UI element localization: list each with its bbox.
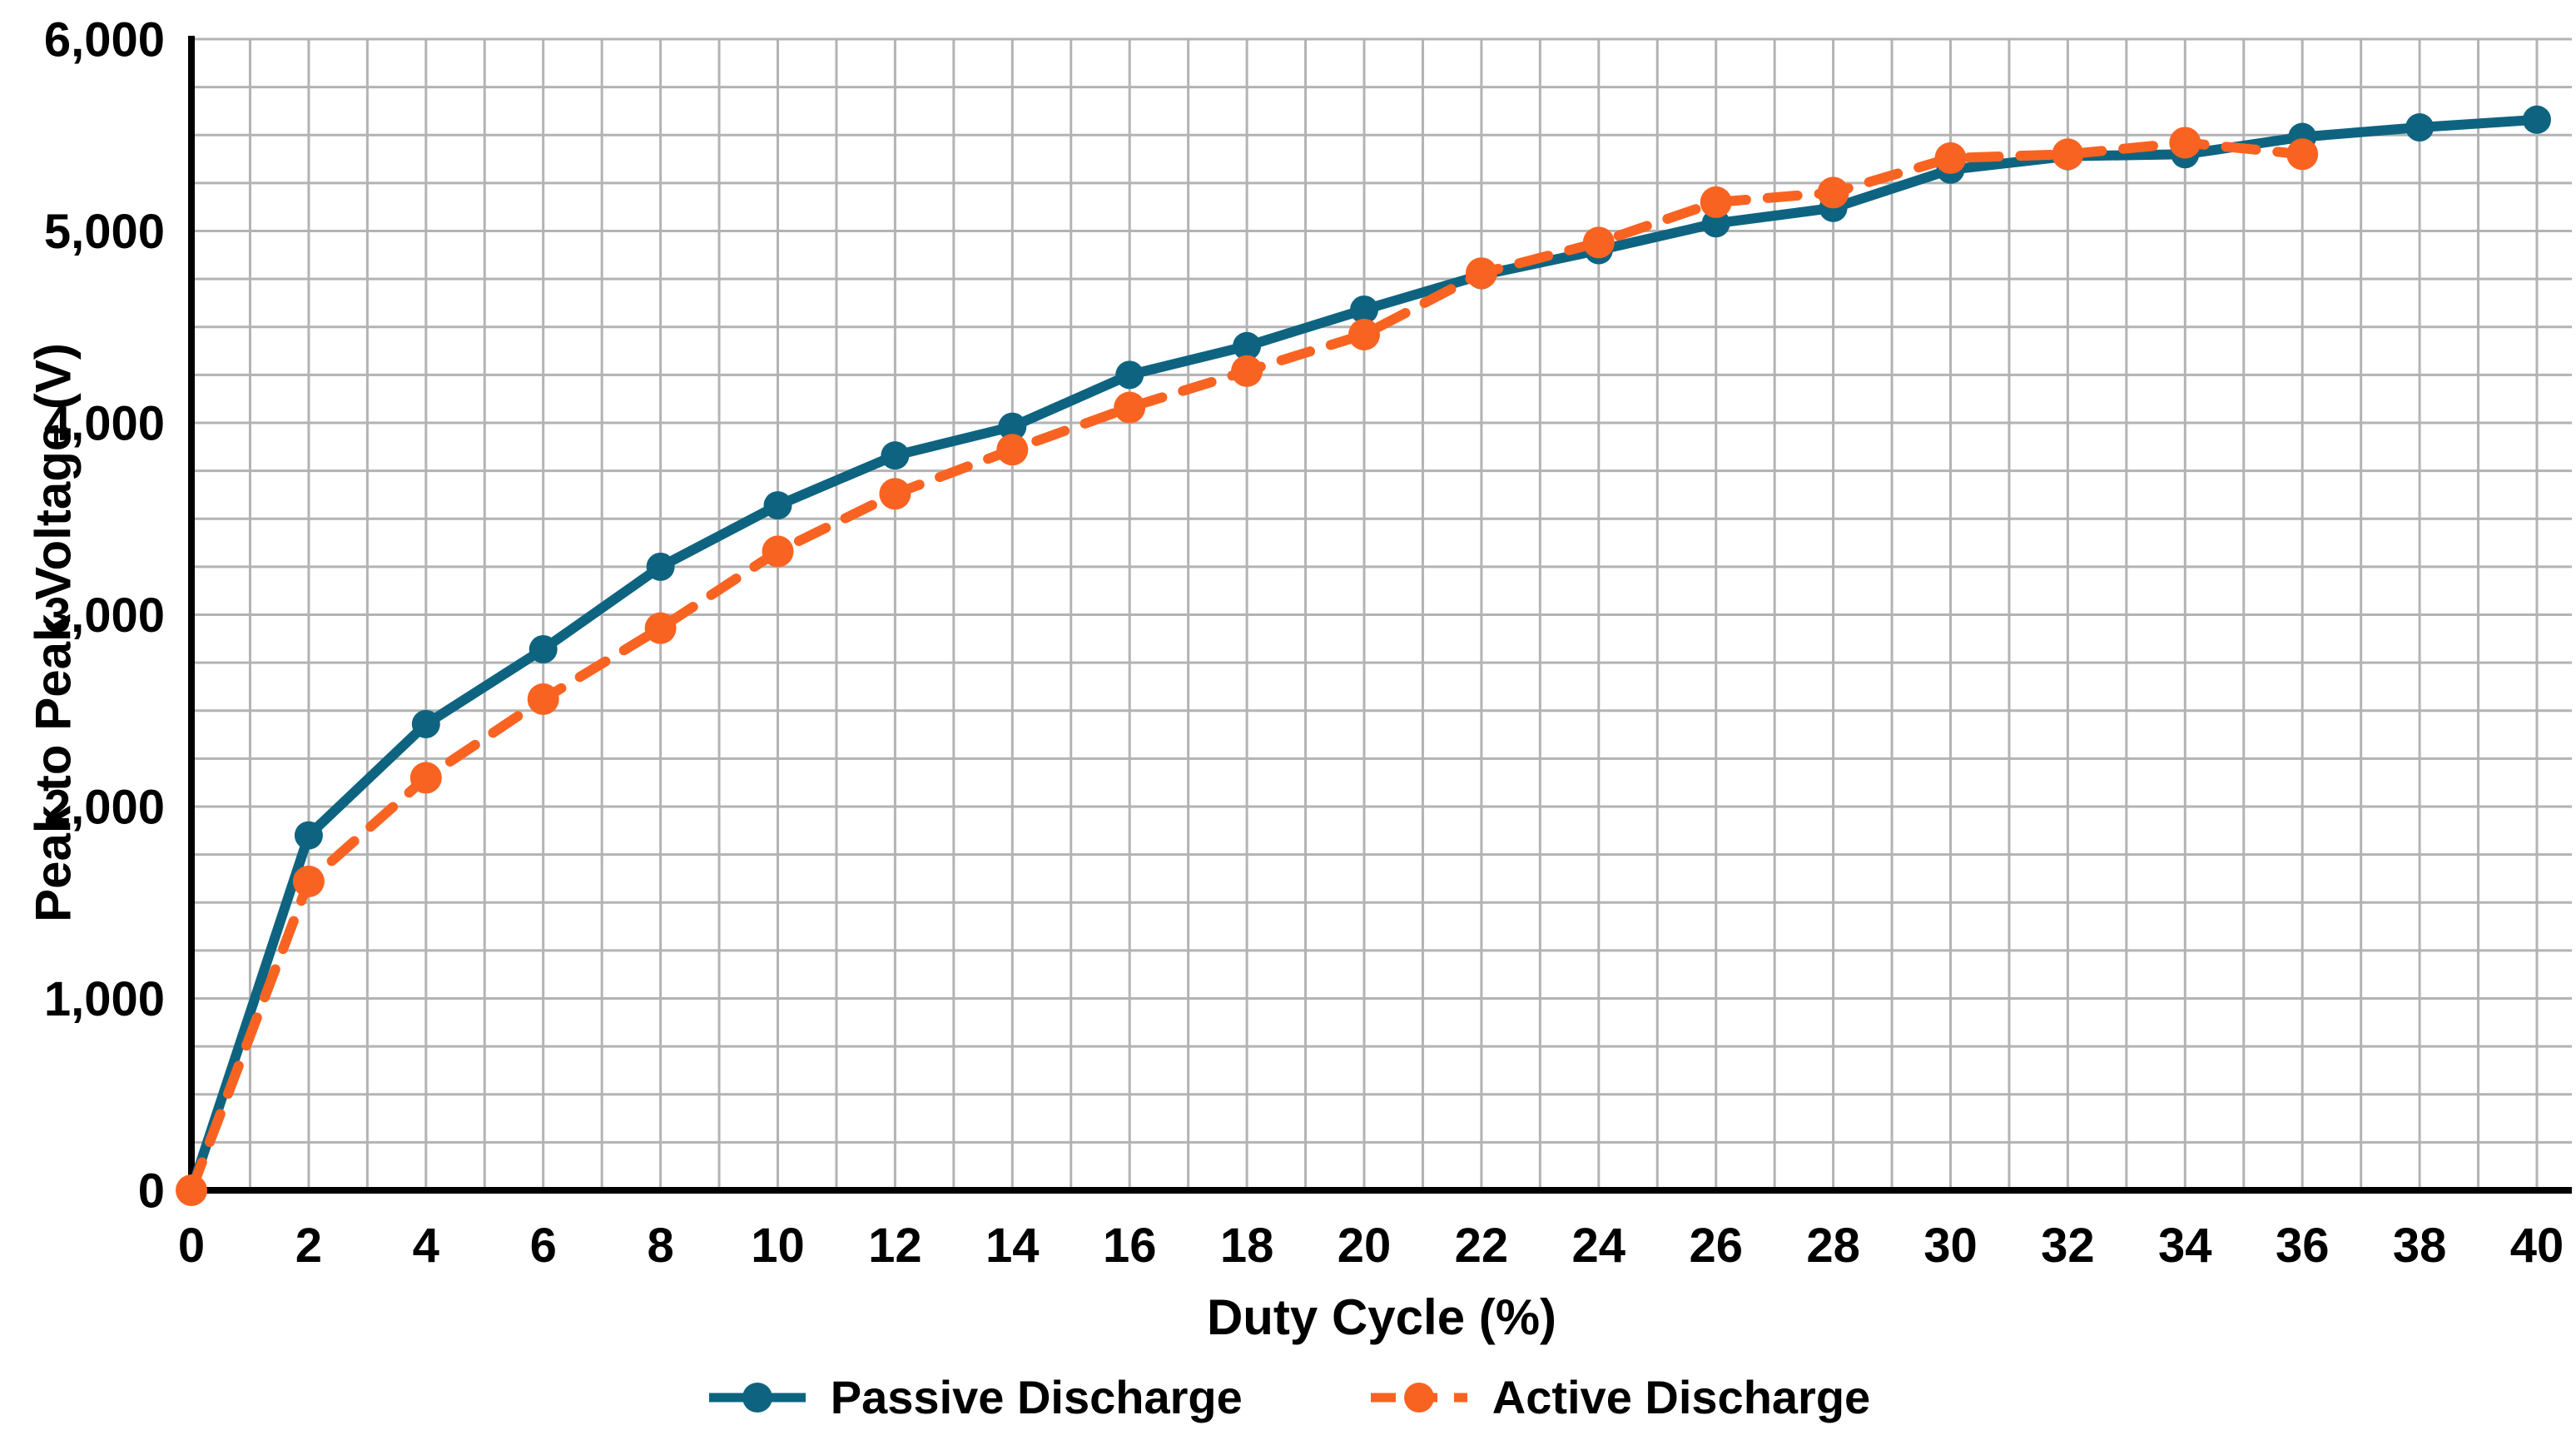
x-tick-label: 8 xyxy=(647,1219,673,1273)
active-discharge-data-point xyxy=(1582,226,1615,259)
active-discharge-data-point xyxy=(2169,127,2201,159)
passive-discharge-swatch-icon xyxy=(708,1382,806,1413)
x-tick-label: 10 xyxy=(751,1219,805,1273)
passive-discharge-data-point xyxy=(1350,295,1378,325)
passive-discharge-data-point xyxy=(294,821,323,850)
y-tick-label: 6,000 xyxy=(44,12,165,67)
y-tick-label: 5,000 xyxy=(44,205,165,259)
y-axis-title: Peak to Peak Voltage (V) xyxy=(25,343,82,922)
x-tick-label: 18 xyxy=(1220,1219,1274,1273)
active-discharge-data-point xyxy=(996,434,1029,466)
x-tick-label: 14 xyxy=(985,1219,1040,1273)
x-tick-label: 22 xyxy=(1455,1219,1509,1273)
passive-discharge-data-point xyxy=(2523,105,2551,134)
passive-discharge-data-point xyxy=(529,634,558,663)
y-tick-label: 1,000 xyxy=(44,972,165,1026)
y-tick-label: 2,000 xyxy=(44,780,165,834)
active-discharge-data-point xyxy=(1348,318,1380,350)
x-tick-label: 40 xyxy=(2510,1219,2564,1273)
x-tick-label: 34 xyxy=(2158,1219,2212,1273)
active-discharge-data-point xyxy=(879,478,911,510)
active-discharge-data-point xyxy=(2052,138,2084,171)
x-tick-label: 12 xyxy=(868,1219,922,1273)
passive-discharge-data-point xyxy=(763,491,792,520)
active-discharge-data-point xyxy=(292,865,325,897)
x-tick-label: 16 xyxy=(1103,1219,1157,1273)
y-tick-label: 3,000 xyxy=(44,588,165,643)
passive-discharge-data-point xyxy=(646,552,675,581)
x-tick-label: 6 xyxy=(530,1219,557,1273)
active-discharge-data-point xyxy=(1817,176,1849,209)
y-tick-label: 0 xyxy=(138,1164,165,1218)
x-tick-label: 28 xyxy=(1806,1219,1860,1273)
passive-discharge-data-point xyxy=(1233,331,1262,360)
active-discharge-data-point xyxy=(2286,138,2319,171)
chart-legend: Passive Discharge Active Discharge xyxy=(0,1370,2576,1424)
passive-discharge-data-point xyxy=(1115,360,1144,390)
active-discharge-data-point xyxy=(1114,391,1146,424)
x-tick-label: 2 xyxy=(295,1219,322,1273)
active-discharge-data-point xyxy=(1934,142,1967,174)
active-discharge-data-point xyxy=(1465,257,1497,290)
x-tick-label: 24 xyxy=(1572,1219,1626,1273)
active-discharge-data-point xyxy=(176,1174,207,1206)
x-tick-label: 32 xyxy=(2041,1219,2095,1273)
active-discharge-data-point xyxy=(762,535,794,568)
legend-item-active-discharge: Active Discharge xyxy=(1367,1370,1870,1424)
passive-discharge-data-point xyxy=(2405,113,2435,142)
legend-item-passive-discharge: Passive Discharge xyxy=(706,1370,1243,1424)
active-discharge-data-point xyxy=(527,683,559,715)
y-tick-label: 4,000 xyxy=(44,396,165,450)
x-tick-label: 0 xyxy=(178,1219,205,1273)
passive-discharge-data-point xyxy=(998,412,1027,441)
active-discharge-data-point xyxy=(409,762,442,794)
x-tick-label: 36 xyxy=(2276,1219,2330,1273)
passive-discharge-data-point xyxy=(411,709,440,738)
passive-discharge-data-point xyxy=(881,441,910,470)
active-discharge-data-point xyxy=(1231,355,1263,387)
x-tick-label: 20 xyxy=(1338,1219,1392,1273)
legend-label-active-discharge: Active Discharge xyxy=(1491,1371,1871,1423)
x-tick-label: 30 xyxy=(1923,1219,1978,1273)
x-tick-label: 26 xyxy=(1689,1219,1743,1273)
x-axis-title: Duty Cycle (%) xyxy=(1206,1289,1557,1345)
active-discharge-data-point xyxy=(1700,186,1732,218)
x-tick-label: 38 xyxy=(2393,1219,2447,1273)
active-discharge-data-point xyxy=(644,612,677,644)
active-discharge-swatch-icon xyxy=(1370,1382,1467,1413)
legend-label-passive-discharge: Passive Discharge xyxy=(830,1371,1243,1423)
x-tick-label: 4 xyxy=(413,1219,439,1273)
